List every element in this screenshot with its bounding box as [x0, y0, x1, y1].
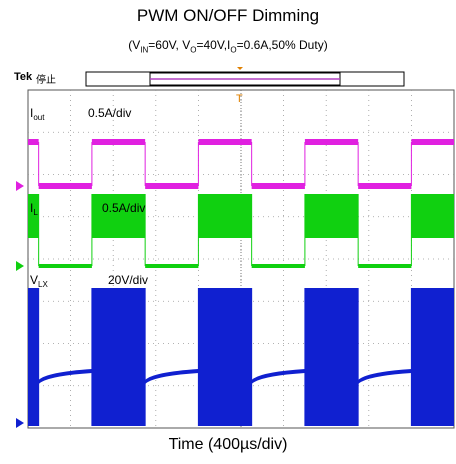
vlx-switching-band: [91, 288, 146, 426]
il-ripple-band: [411, 194, 454, 238]
vlx-switching-band: [411, 288, 454, 426]
il-off-segment: [145, 264, 199, 268]
iout-segment: [145, 183, 199, 189]
channel-marker-3: [16, 418, 24, 428]
iout-segment: [304, 139, 359, 145]
series-scale-il: 0.5A/div: [102, 201, 145, 215]
iout-segment: [28, 139, 39, 145]
channel-marker-1: [16, 181, 24, 191]
il-off-segment: [38, 264, 92, 268]
scope-brand: Tek: [14, 71, 33, 83]
vlx-off-level: [251, 369, 305, 384]
trigger-marker: T: [236, 93, 243, 105]
chart-title: PWM ON/OFF Dimming: [136, 6, 320, 25]
trigger-pointer-top: [237, 67, 243, 70]
vlx-off-level: [38, 369, 92, 384]
il-ripple-band: [304, 194, 359, 238]
channel-marker-2: [16, 261, 24, 271]
scope-header: Tek 停止: [12, 70, 454, 88]
x-axis-label: Time (400µs/div): [168, 436, 288, 453]
il-ripple-band: [91, 194, 146, 238]
iout-segment: [411, 139, 454, 145]
il-off-segment: [251, 264, 305, 268]
iout-segment: [251, 183, 305, 189]
series-scale-vlx: 20V/div: [108, 273, 148, 287]
vlx-off-level: [358, 369, 412, 384]
vlx-switching-band: [198, 288, 252, 426]
iout-segment: [358, 183, 412, 189]
iout-segment: [91, 139, 146, 145]
series-label-il: IL: [30, 201, 38, 217]
il-ripple-band: [28, 194, 39, 238]
iout-segment: [198, 139, 252, 145]
il-ripple-band: [198, 194, 252, 238]
il-off-segment: [358, 264, 412, 268]
iout-segment: [38, 183, 92, 189]
vlx-switching-band: [28, 288, 39, 426]
chart-subtitle: (VIN=60V, VO=40V,IO=0.6A,50% Duty): [128, 38, 328, 55]
series-scale-iout: 0.5A/div: [88, 106, 131, 120]
vlx-switching-band: [304, 288, 359, 426]
vlx-off-level: [145, 369, 199, 384]
scope-status: 停止: [36, 75, 56, 86]
